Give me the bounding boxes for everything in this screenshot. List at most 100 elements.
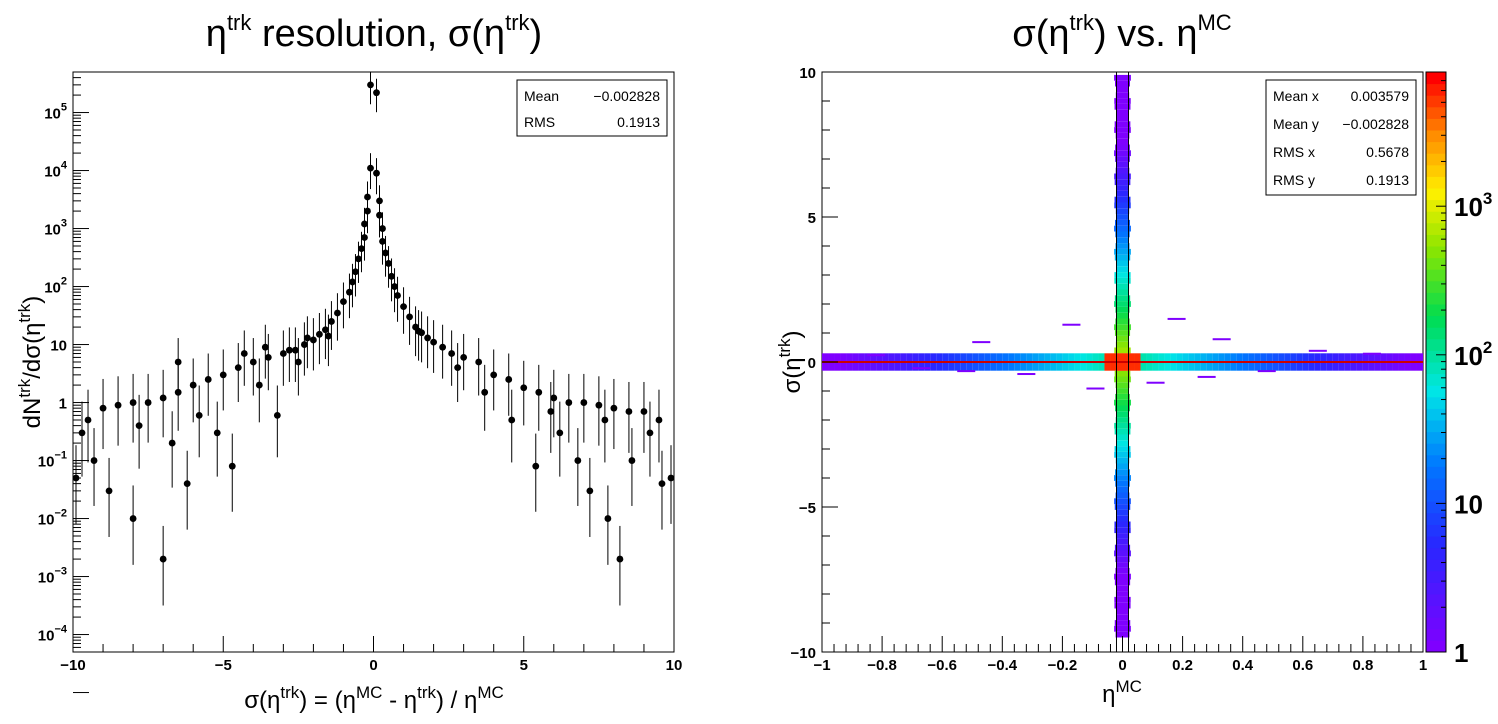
x-tick-label: 0.4 xyxy=(1232,657,1254,674)
heatmap-cell xyxy=(1114,277,1131,284)
color-scale-step xyxy=(1426,257,1446,270)
data-point xyxy=(667,445,675,524)
right-y-axis: 10 5 0 −5 −10 xyxy=(791,65,838,662)
data-point xyxy=(78,401,86,477)
color-scale-step xyxy=(1426,594,1446,607)
heatmap-cell xyxy=(1114,301,1131,307)
data-point xyxy=(361,221,368,261)
data-point xyxy=(195,385,203,458)
data-point xyxy=(640,381,648,453)
heatmap-cell xyxy=(1114,446,1131,452)
heatmap-cell xyxy=(1114,179,1131,186)
color-scale-step xyxy=(1426,559,1446,572)
heatmap-cell xyxy=(1115,393,1130,400)
data-point xyxy=(532,433,540,512)
data-point xyxy=(294,338,302,396)
heatmap-cell xyxy=(1116,109,1129,116)
heatmap-cell xyxy=(1114,219,1131,226)
data-point xyxy=(168,411,176,488)
heatmap-cell xyxy=(1115,480,1130,487)
x-tick-label: −1 xyxy=(813,657,830,674)
heatmap-cell xyxy=(1115,156,1130,162)
heatmap-cell xyxy=(1116,185,1129,191)
color-scale-step xyxy=(1426,536,1446,549)
y-tick-label: 10−3 xyxy=(38,566,67,587)
data-point xyxy=(415,310,422,361)
color-scale-step xyxy=(1426,570,1446,583)
heatmap-cell xyxy=(1116,388,1129,394)
color-scale-step xyxy=(1426,106,1446,119)
data-point xyxy=(604,485,612,565)
data-point xyxy=(144,373,152,443)
heatmap-cell xyxy=(1167,317,1186,320)
heatmap-cell xyxy=(1017,373,1036,376)
data-point xyxy=(550,369,558,438)
data-point xyxy=(219,349,227,411)
stat-label: Mean y xyxy=(1273,116,1319,132)
stat-label: RMS x xyxy=(1273,144,1315,160)
data-point xyxy=(646,401,654,477)
x-tick-label: −0.2 xyxy=(1048,657,1078,674)
heatmap-cell xyxy=(1197,375,1216,378)
left-y-axis-label: dNtrk/dσ(ηtrk) xyxy=(15,296,46,429)
data-point xyxy=(367,72,374,105)
color-scale-step xyxy=(1426,246,1446,259)
data-point xyxy=(595,376,603,446)
left-x-axis: −10 −5 0 5 10 xyxy=(60,636,682,674)
data-point xyxy=(406,296,413,345)
data-point xyxy=(303,316,311,369)
heatmap-cell xyxy=(1114,254,1131,261)
data-point xyxy=(382,235,389,277)
data-point xyxy=(300,322,308,376)
data-point xyxy=(505,353,513,416)
data-point xyxy=(204,353,212,416)
color-scale-step xyxy=(1426,292,1446,305)
heatmap-cell xyxy=(1308,349,1327,352)
heatmap-cell xyxy=(1115,341,1130,348)
color-scale-step xyxy=(1426,478,1446,491)
data-point xyxy=(658,450,666,530)
color-scale-step xyxy=(1426,431,1446,444)
data-point xyxy=(475,338,483,396)
heatmap-cell xyxy=(1114,579,1131,586)
data-point xyxy=(340,282,347,329)
data-point xyxy=(439,324,447,379)
heatmap-cell xyxy=(1114,347,1131,354)
heatmap-cell xyxy=(1114,150,1131,157)
heatmap-cell xyxy=(1116,608,1129,615)
heatmap-cells xyxy=(822,72,1423,652)
color-scale-step xyxy=(1426,385,1446,398)
data-point xyxy=(325,314,332,367)
heatmap-cell xyxy=(1116,335,1129,342)
data-point xyxy=(394,276,401,322)
data-point xyxy=(373,158,380,195)
heatmap-cell xyxy=(1116,509,1129,516)
color-scale-step xyxy=(1426,95,1446,108)
heatmap-cell xyxy=(1114,521,1131,528)
color-scale-step xyxy=(1426,153,1446,166)
y-tick-label: 10−4 xyxy=(38,624,68,645)
heatmap-cell xyxy=(1115,92,1130,99)
data-point xyxy=(114,376,122,446)
heatmap-cell xyxy=(1116,463,1129,470)
data-point xyxy=(454,343,462,403)
heatmap-cell xyxy=(1116,289,1129,296)
heatmap-cell xyxy=(1116,562,1129,568)
right-x-axis-label: ηMC xyxy=(1102,677,1142,708)
data-point xyxy=(285,327,293,382)
y-tick-label: 105 xyxy=(44,102,67,123)
data-point xyxy=(391,268,398,313)
y-tick-label: 0 xyxy=(808,355,816,372)
heatmap-cell xyxy=(1115,533,1130,539)
x-tick-label: −0.6 xyxy=(927,657,957,674)
heatmap-cell xyxy=(1115,405,1130,412)
data-point xyxy=(84,389,92,463)
stat-label: RMS y xyxy=(1273,172,1315,188)
data-point xyxy=(255,358,263,423)
heatmap-cell xyxy=(1116,266,1129,273)
data-point xyxy=(424,316,431,369)
heatmap-cell xyxy=(1114,504,1131,510)
x-tick-label: 0 xyxy=(1118,657,1126,674)
